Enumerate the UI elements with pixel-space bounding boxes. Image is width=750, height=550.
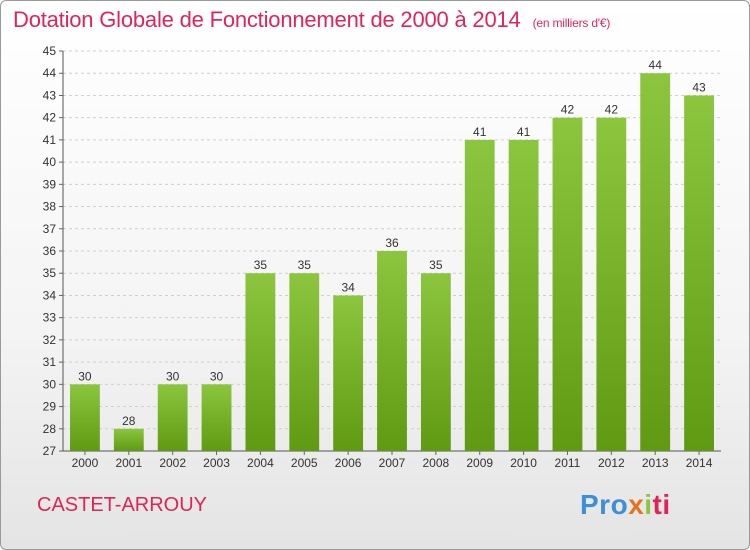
value-label: 30 [166,369,180,383]
bar-2002 [157,384,188,451]
value-label: 42 [605,103,619,117]
value-label: 42 [561,103,575,117]
bar-2000 [70,384,100,451]
y-tick-label: 30 [43,377,57,391]
y-tick-label: 32 [43,333,57,347]
y-tick-label: 35 [43,266,57,280]
x-tick-label: 2013 [642,456,669,470]
value-label: 30 [210,369,224,383]
value-label: 43 [692,80,706,94]
bar-2010 [508,139,539,451]
bar-2014 [684,95,714,451]
x-tick-label: 2002 [159,456,186,470]
x-tick-label: 2001 [115,456,142,470]
value-label: 30 [78,369,92,383]
y-tick-label: 39 [43,177,57,191]
bar-2004 [245,273,276,451]
value-label: 36 [385,236,399,250]
x-tick-label: 2012 [598,456,625,470]
x-tick-label: 2004 [247,456,274,470]
value-label: 35 [429,258,443,272]
y-tick-label: 27 [43,444,57,458]
y-tick-label: 36 [43,244,57,258]
proxiti-logo: Proxiti [580,489,671,520]
y-tick-label: 33 [43,311,57,325]
y-tick-label: 45 [43,44,57,58]
bar-2013 [640,73,671,451]
x-tick-labels: 2000 2001 2002 2003 2004 2005 2006 2007 2008 2009… [72,456,713,470]
x-tick-label: 2005 [291,456,318,470]
value-label: 35 [254,258,268,272]
x-tick-label: 2000 [72,456,99,470]
x-tick-label: 2009 [466,456,493,470]
x-tick-label: 2011 [555,456,581,470]
y-tick-label: 28 [43,422,57,436]
chart-subtitle: (en milliers d'€) [532,16,611,30]
value-label: 41 [517,125,531,139]
bar-2005 [289,273,320,451]
bar-2008 [420,273,451,451]
x-tick-label: 2007 [379,456,406,470]
bar-2012 [596,117,627,452]
y-tick-label: 31 [43,355,57,369]
bar-2003 [201,384,232,451]
value-label: 28 [122,414,136,428]
y-tick-label: 44 [43,66,57,80]
value-label: 44 [649,58,663,72]
y-tick-label: 41 [43,133,57,147]
commune-name: CASTET-ARROUY [37,494,208,516]
x-tick-label: 2010 [510,456,537,470]
value-label: 41 [473,125,487,139]
bar-2001 [113,428,144,451]
chart-title: Dotation Globale de Fonctionnement de 20… [13,7,611,32]
y-tick-labels: 27 28 29 30 31 32 33 34 35 36 37 38 39 40 41 42 43 44 45 [43,44,57,458]
value-label: 35 [298,258,312,272]
x-tick-label: 2014 [686,456,713,470]
y-tick-label: 34 [43,288,57,302]
x-tick-label: 2008 [423,456,450,470]
bar-2011 [552,117,583,452]
bar-2009 [464,139,495,451]
value-labels: 30 28 30 30 35 35 34 36 35 41 41 42 42 44 43 [78,58,706,428]
y-tick-label: 37 [43,222,57,236]
y-tick-label: 43 [43,88,57,102]
x-tick-label: 2003 [203,456,230,470]
bar-2007 [377,251,407,451]
bar-2006 [333,295,364,451]
y-tick-label: 29 [43,400,57,414]
y-tick-label: 38 [43,200,57,214]
y-tick-label: 42 [43,111,57,125]
value-label: 34 [341,280,355,294]
bars [70,73,714,452]
y-tick-label: 40 [43,155,57,169]
x-tick-label: 2006 [335,456,362,470]
